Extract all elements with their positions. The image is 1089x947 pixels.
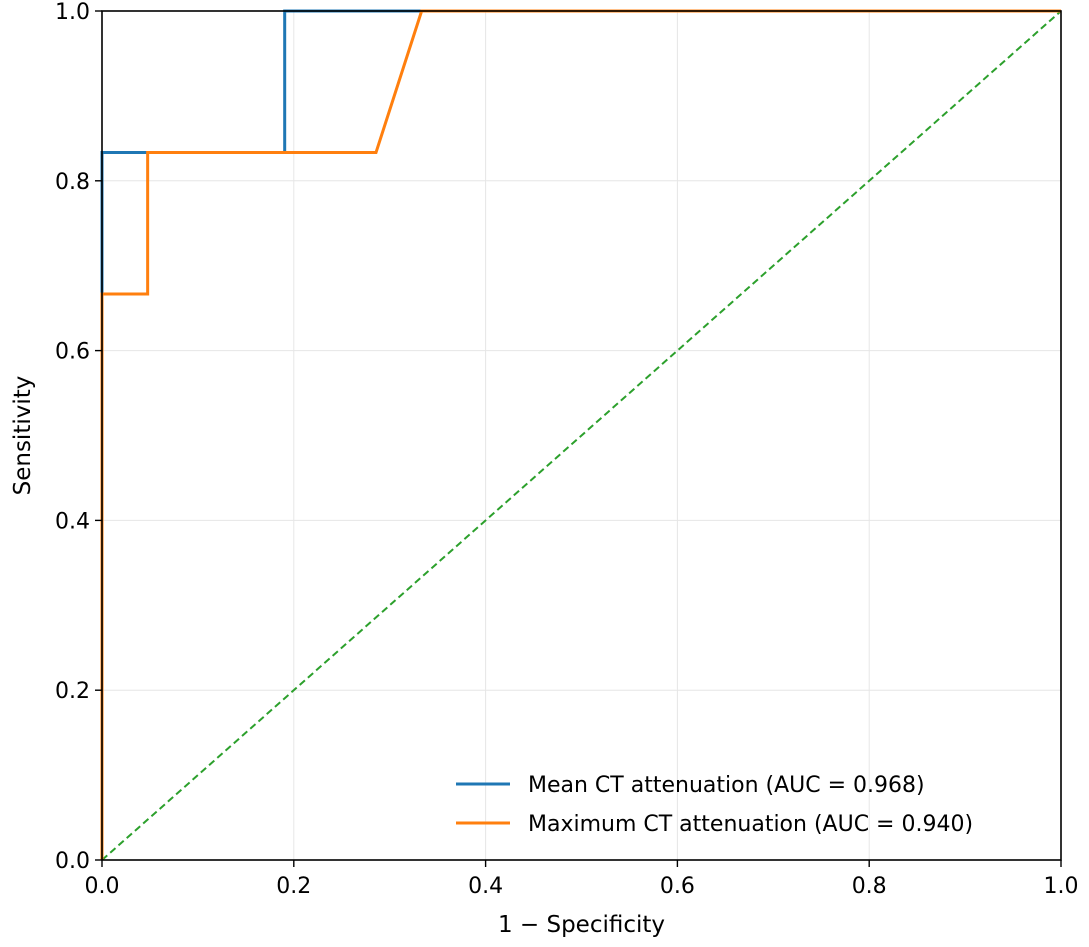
legend-entry: Mean CT attenuation (AUC = 0.968) — [528, 773, 925, 798]
x-tick-label: 0.0 — [85, 874, 120, 899]
y-tick-label: 1.0 — [55, 0, 90, 25]
y-tick-label: 0.0 — [55, 849, 90, 874]
x-tick-label: 0.6 — [660, 874, 695, 899]
legend-entry: Maximum CT attenuation (AUC = 0.940) — [528, 812, 973, 837]
x-tick-label: 0.8 — [852, 874, 887, 899]
y-tick-label: 0.4 — [55, 509, 90, 534]
legend: Mean CT attenuation (AUC = 0.968) Maximum… — [456, 773, 973, 837]
x-tick-label: 0.4 — [468, 874, 503, 899]
x-tick-label: 1.0 — [1044, 874, 1079, 899]
series-layer — [100, 9, 1062, 861]
y-tick-label: 0.8 — [55, 170, 90, 195]
plot-frame — [101, 10, 1062, 861]
y-tick-label: 0.2 — [55, 679, 90, 704]
chance-diagonal-line — [101, 10, 1062, 861]
y-tick-label: 0.6 — [55, 340, 90, 365]
x-axis-label: 1 − Specificity — [498, 912, 665, 938]
y-axis-label: Sensitivity — [10, 376, 36, 496]
ticks: 0.0 0.2 0.4 0.6 0.8 1.0 0.0 0.2 0.4 0.6 0.8 1.0 — [55, 0, 1079, 899]
x-tick-label: 0.2 — [276, 874, 311, 899]
